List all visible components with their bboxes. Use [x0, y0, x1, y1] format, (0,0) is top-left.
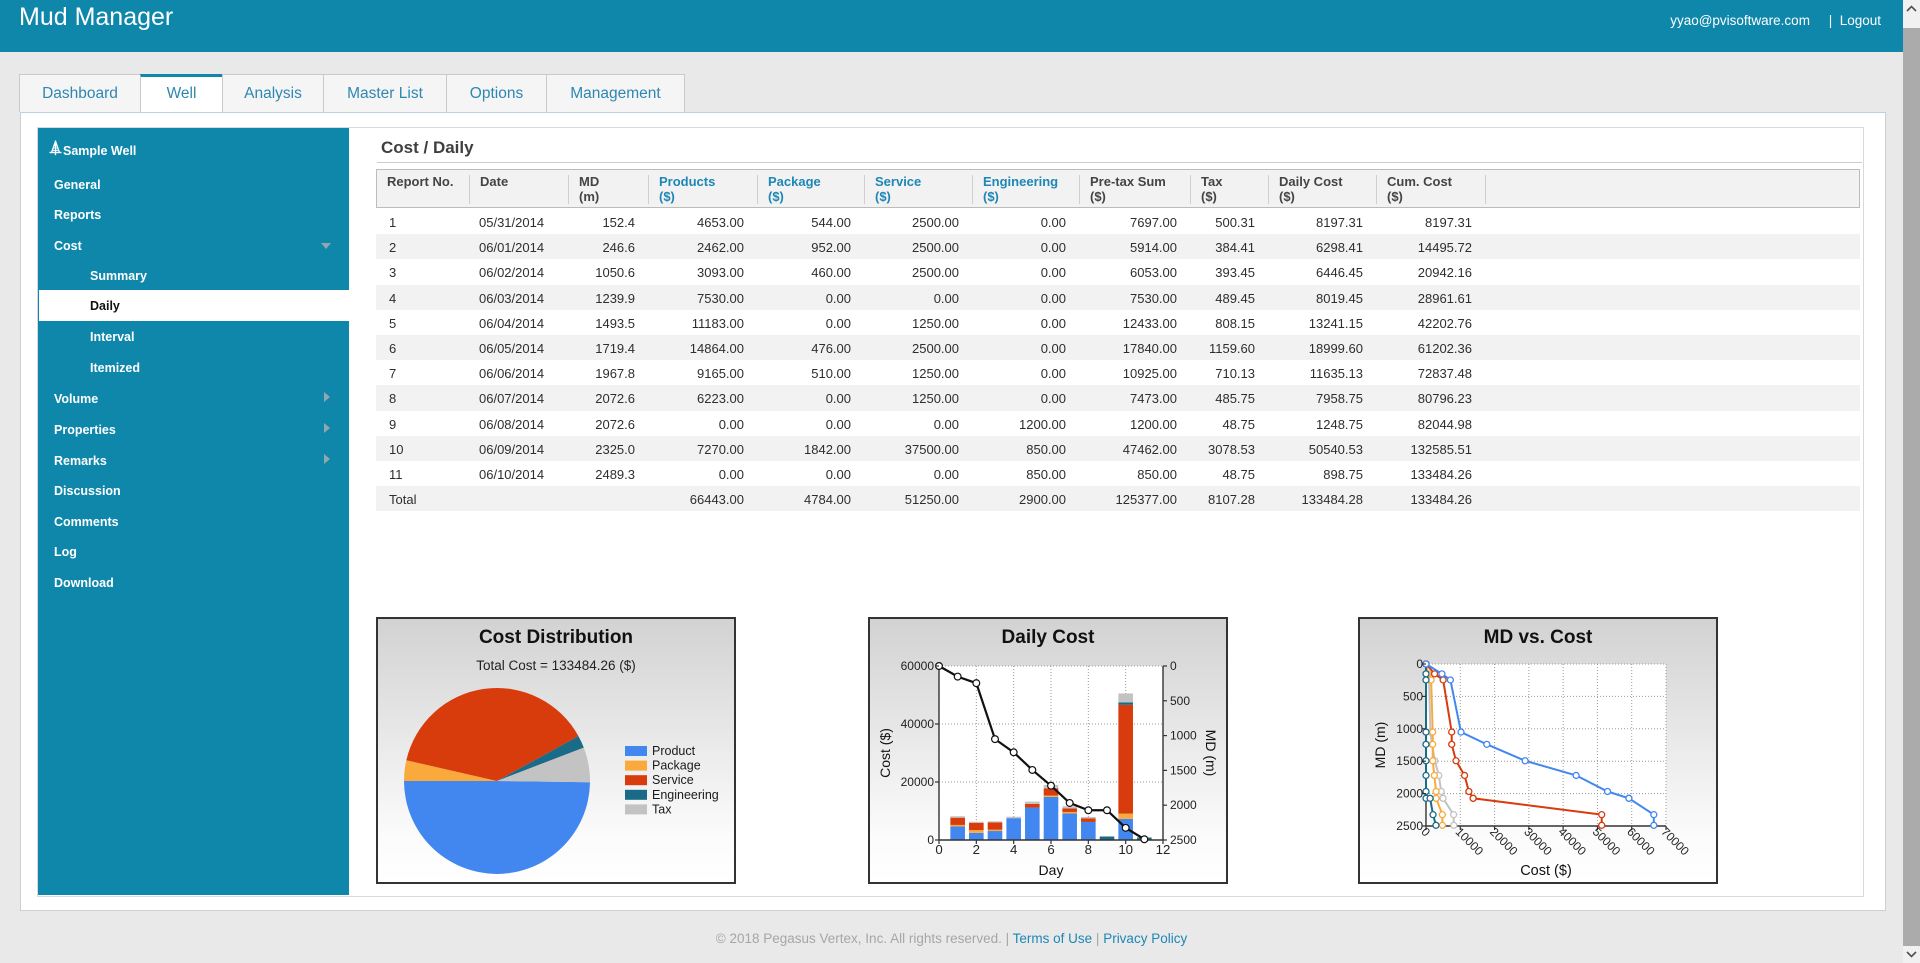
- svg-text:12: 12: [1156, 842, 1171, 857]
- svg-text:70000: 70000: [1658, 825, 1692, 859]
- svg-text:Cost ($): Cost ($): [1520, 863, 1572, 879]
- svg-text:20000: 20000: [1487, 825, 1521, 859]
- svg-text:1500: 1500: [1396, 754, 1423, 768]
- svg-text:Service: Service: [652, 773, 694, 787]
- svg-text:0: 0: [1416, 657, 1423, 671]
- svg-text:Product: Product: [652, 744, 696, 758]
- svg-text:Cost ($): Cost ($): [877, 728, 893, 778]
- svg-text:10000: 10000: [1453, 825, 1487, 859]
- svg-text:MD (m): MD (m): [1372, 722, 1388, 769]
- svg-text:500: 500: [1403, 689, 1423, 703]
- svg-text:0: 0: [935, 842, 942, 857]
- svg-text:60000: 60000: [901, 659, 935, 673]
- svg-text:10: 10: [1118, 842, 1133, 857]
- svg-text:4: 4: [1010, 842, 1017, 857]
- svg-text:MD (m): MD (m): [1203, 730, 1219, 777]
- svg-text:1000: 1000: [1396, 722, 1423, 736]
- svg-text:2500: 2500: [1396, 819, 1423, 833]
- svg-text:30000: 30000: [1521, 825, 1555, 859]
- svg-text:500: 500: [1170, 694, 1190, 708]
- svg-text:40000: 40000: [1556, 825, 1590, 859]
- svg-text:Tax: Tax: [652, 802, 672, 816]
- svg-text:8: 8: [1085, 842, 1092, 857]
- svg-text:2000: 2000: [1170, 798, 1197, 812]
- svg-text:Day: Day: [1039, 862, 1064, 878]
- svg-text:2500: 2500: [1170, 833, 1197, 847]
- svg-text:2: 2: [973, 842, 980, 857]
- svg-text:1500: 1500: [1170, 763, 1197, 777]
- svg-text:Engineering: Engineering: [652, 788, 719, 802]
- svg-text:6: 6: [1047, 842, 1054, 857]
- svg-text:50000: 50000: [1590, 825, 1624, 859]
- svg-text:40000: 40000: [901, 717, 935, 731]
- svg-text:60000: 60000: [1624, 825, 1658, 859]
- svg-text:0: 0: [1170, 659, 1177, 673]
- svg-text:Package: Package: [652, 759, 701, 773]
- svg-text:2000: 2000: [1396, 787, 1423, 801]
- svg-text:20000: 20000: [901, 775, 935, 789]
- svg-text:1000: 1000: [1170, 729, 1197, 743]
- svg-text:0: 0: [927, 833, 934, 847]
